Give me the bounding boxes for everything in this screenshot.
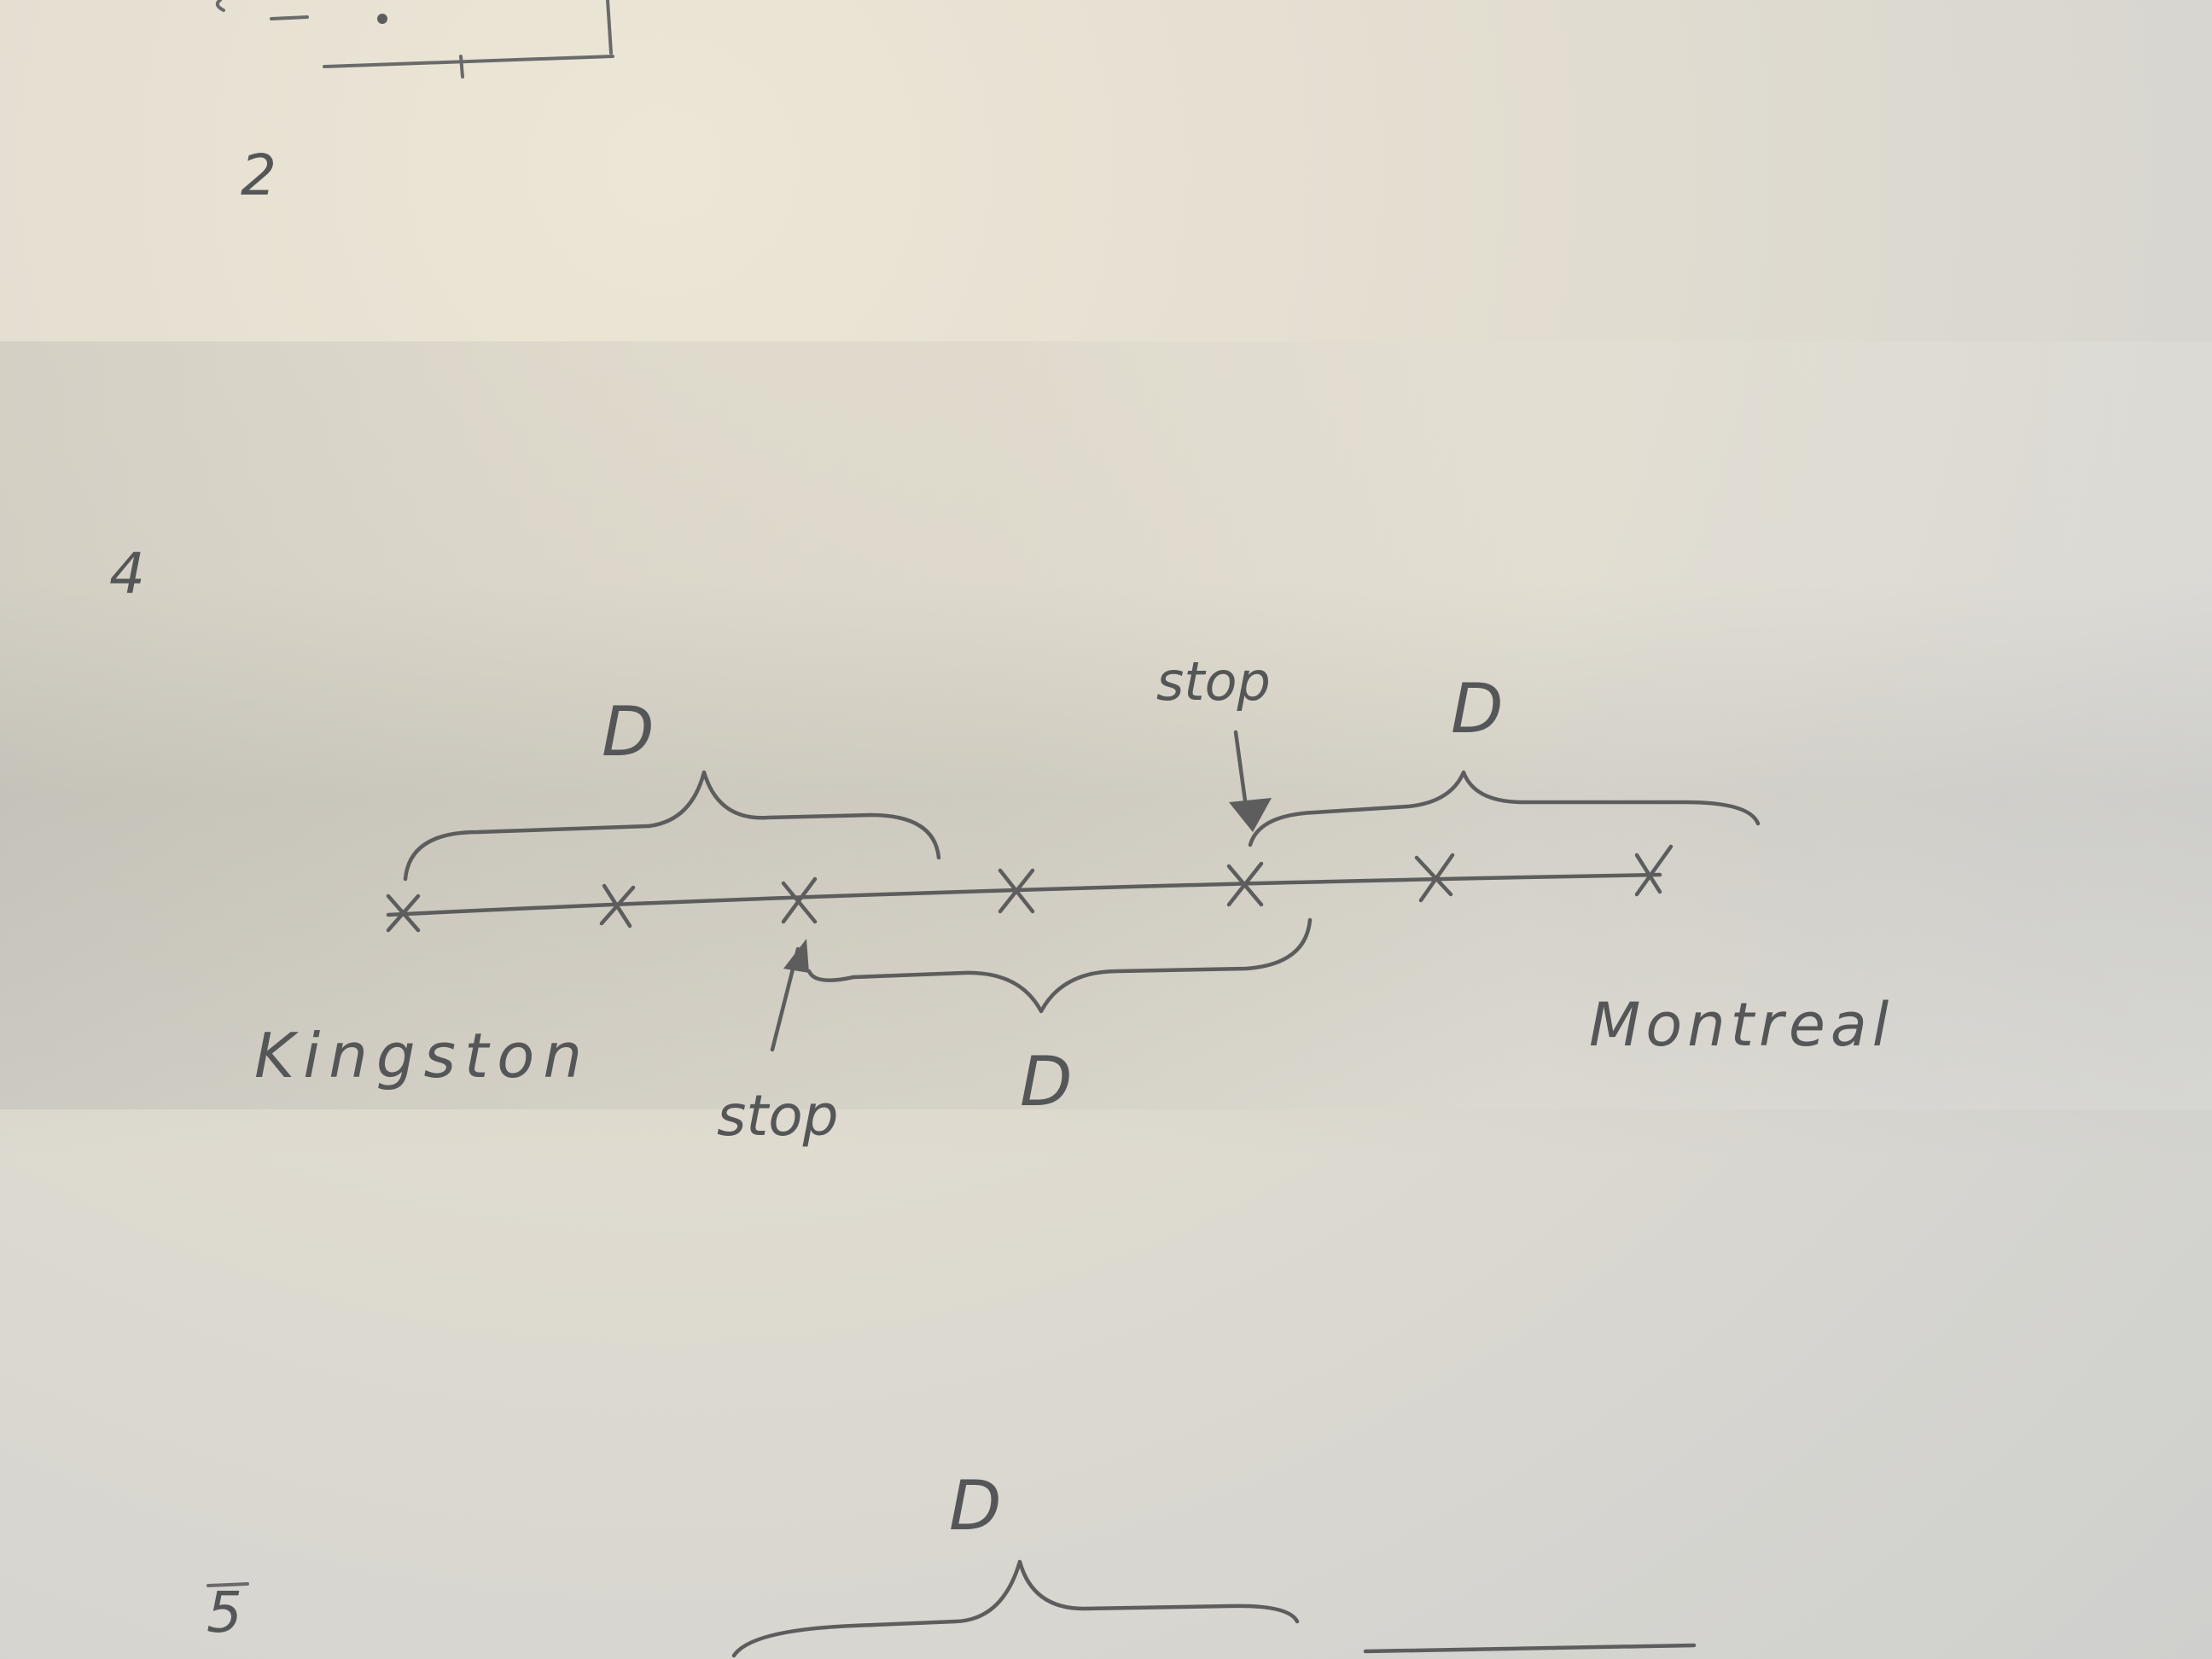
route-line-bottom bbox=[1363, 1643, 1697, 1654]
label-stop-upper: stop bbox=[1156, 650, 1271, 713]
x-mark-montreal bbox=[1634, 844, 1674, 897]
paper-shadow bbox=[0, 341, 2212, 1109]
label-d-upper-left: D bbox=[602, 692, 655, 771]
brace-lower bbox=[806, 917, 1313, 1014]
x-mark-2 bbox=[599, 883, 636, 928]
section-number-2: 2 bbox=[241, 143, 276, 208]
arrow-lower-stop bbox=[770, 939, 809, 1052]
route-line bbox=[386, 872, 1662, 917]
section-number-5: 5 bbox=[207, 1580, 242, 1645]
stop-markers bbox=[386, 844, 1674, 933]
label-d-bottom: D bbox=[949, 1466, 1002, 1545]
label-kingston: Kingston bbox=[254, 1020, 591, 1091]
label-montreal: Montreal bbox=[1589, 990, 1894, 1060]
brace-upper-left bbox=[403, 770, 941, 882]
brace-bottom bbox=[731, 1559, 1300, 1658]
x-mark-6 bbox=[1414, 853, 1455, 903]
arrow-upper-stop bbox=[1229, 730, 1272, 832]
label-stop-lower: stop bbox=[717, 1083, 839, 1149]
x-mark-4 bbox=[998, 868, 1035, 914]
label-d-lower: D bbox=[1020, 1042, 1073, 1121]
previous-figure-remnant bbox=[215, 0, 614, 79]
brace-upper-right bbox=[1248, 770, 1761, 847]
section-number-4: 4 bbox=[109, 541, 145, 607]
section-5-underline bbox=[207, 1582, 249, 1587]
x-mark-5 bbox=[1226, 861, 1264, 907]
x-mark-3 bbox=[781, 876, 818, 924]
label-d-upper-right: D bbox=[1451, 669, 1504, 748]
x-mark-kingston bbox=[386, 894, 421, 933]
